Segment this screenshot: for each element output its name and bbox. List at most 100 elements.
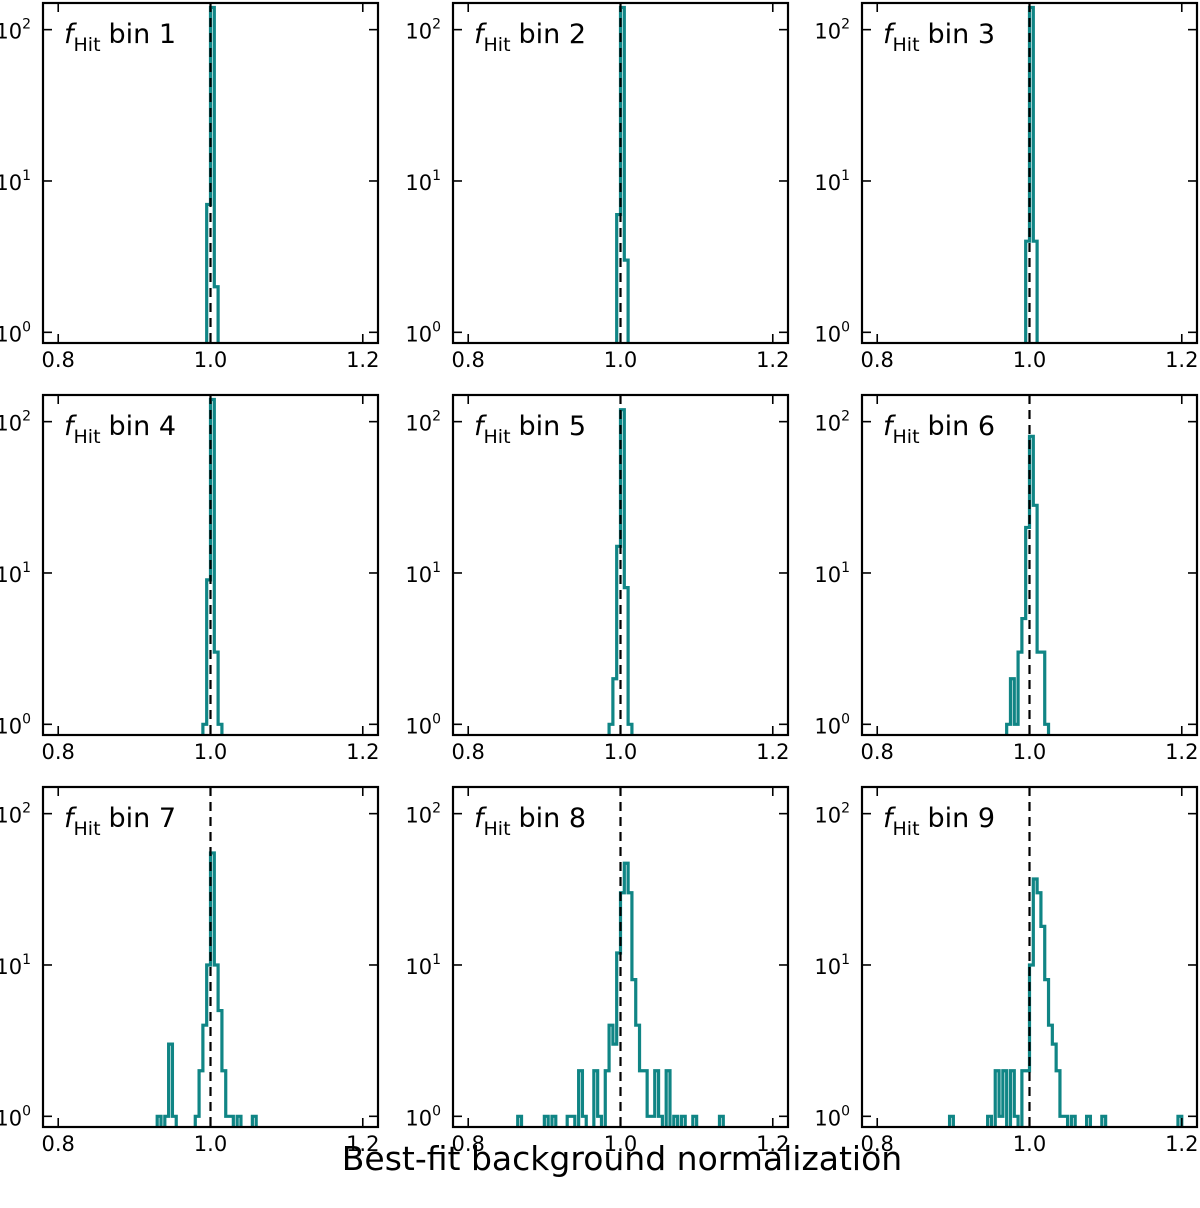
x-tick-label: 0.8 [861, 740, 894, 764]
panels-container: 0.8 1.0 1.2 100 101 102 fHit bin 1 0.8 1.0 1.2 100 1… [0, 1, 1198, 1156]
x-tick-label: 1.0 [194, 1132, 227, 1156]
histogram-run-4-1 [201, 397, 224, 735]
x-tick-label: 1.0 [604, 348, 637, 372]
y-tick-label: 100 [405, 319, 441, 346]
x-tick-label: 0.8 [452, 348, 485, 372]
x-tick-label: 1.2 [756, 1132, 789, 1156]
x-tick-label: 0.8 [452, 1132, 485, 1156]
histogram-run-8-7 [603, 861, 664, 1127]
y-tick-label: 101 [814, 168, 850, 195]
y-tick-label: 101 [405, 168, 441, 195]
histogram-run-3-1 [1024, 5, 1039, 343]
histogram-run-9-6 [1069, 1114, 1077, 1127]
x-tick-label: 1.0 [194, 740, 227, 764]
panel-7: 0.8 1.0 1.2 100 101 102 fHit bin 7 [0, 785, 379, 1156]
y-tick-label: 102 [0, 17, 31, 44]
x-tick-label: 1.2 [346, 740, 379, 764]
y-tick-label: 100 [0, 1103, 31, 1130]
histogram-run-1-1 [205, 5, 220, 343]
x-tick-label: 1.2 [756, 740, 789, 764]
panel-label: fHit bin 3 [883, 19, 995, 56]
y-tick-label: 100 [0, 319, 31, 346]
histogram-run-8-1 [516, 1114, 524, 1127]
y-tick-label: 100 [814, 319, 850, 346]
y-tick-label: 102 [814, 409, 850, 436]
panel-label: fHit bin 5 [474, 411, 586, 448]
x-tick-label: 1.2 [1165, 1132, 1198, 1156]
histogram-run-8-2 [542, 1114, 550, 1127]
histogram-run-9-2 [986, 1114, 994, 1127]
panel-label: fHit bin 1 [64, 19, 176, 56]
histogram-run-9-7 [1085, 1114, 1093, 1127]
panel-1: 0.8 1.0 1.2 100 101 102 fHit bin 1 [0, 1, 379, 372]
x-tick-label: 0.8 [42, 1132, 75, 1156]
y-tick-label: 102 [0, 801, 31, 828]
y-tick-label: 100 [405, 1103, 441, 1130]
histogram-run-8-12 [717, 1114, 725, 1127]
y-tick-label: 100 [0, 711, 31, 738]
x-tick-label: 0.8 [861, 1132, 894, 1156]
panel-label: fHit bin 9 [883, 803, 995, 840]
x-tick-label: 1.2 [346, 348, 379, 372]
histogram-run-6-1 [1005, 434, 1051, 735]
x-tick-label: 0.8 [861, 348, 894, 372]
y-tick-label: 102 [814, 17, 850, 44]
histogram-run-7-1 [155, 1114, 163, 1127]
histogram-run-9-8 [1100, 1114, 1108, 1127]
panel-4: 0.8 1.0 1.2 100 101 102 fHit bin 4 [0, 393, 379, 764]
histogram-run-7-2 [163, 1042, 178, 1127]
panel-label: fHit bin 6 [883, 411, 995, 448]
x-tick-label: 1.2 [756, 348, 789, 372]
y-tick-label: 101 [405, 560, 441, 587]
x-tick-label: 0.8 [42, 348, 75, 372]
y-tick-label: 102 [405, 17, 441, 44]
histogram-run-7-3 [193, 851, 235, 1127]
histogram-run-8-10 [679, 1114, 687, 1127]
panel-label: fHit bin 4 [64, 411, 176, 448]
histogram-run-8-8 [664, 1069, 672, 1127]
x-tick-label: 1.0 [1013, 1132, 1046, 1156]
histogram-run-7-5 [250, 1114, 258, 1127]
panel-6: 0.8 1.0 1.2 100 101 102 fHit bin 6 [814, 393, 1198, 764]
x-tick-label: 0.8 [42, 740, 75, 764]
histogram-run-8-6 [592, 1069, 604, 1127]
panel-3: 0.8 1.0 1.2 100 101 102 fHit bin 3 [814, 1, 1198, 372]
panel-2: 0.8 1.0 1.2 100 101 102 fHit bin 2 [405, 1, 789, 372]
y-tick-label: 100 [814, 1103, 850, 1130]
x-tick-label: 1.2 [1165, 740, 1198, 764]
y-tick-label: 101 [0, 952, 31, 979]
histogram-run-9-1 [947, 1114, 955, 1127]
panel-label: fHit bin 8 [474, 803, 586, 840]
x-tick-label: 1.0 [604, 740, 637, 764]
histogram-run-9-3 [993, 1069, 1009, 1127]
histogram-run-8-11 [691, 1114, 699, 1127]
histogram-run-2-1 [615, 5, 630, 343]
panel-label: fHit bin 7 [64, 803, 176, 840]
histogram-run-8-5 [577, 1069, 588, 1127]
y-tick-label: 101 [814, 560, 850, 587]
x-tick-label: 1.2 [346, 1132, 379, 1156]
x-tick-label: 1.0 [194, 348, 227, 372]
x-tick-label: 1.2 [1165, 348, 1198, 372]
y-tick-label: 102 [0, 409, 31, 436]
y-tick-label: 100 [405, 711, 441, 738]
panel-label: fHit bin 2 [474, 19, 586, 56]
x-tick-label: 1.0 [604, 1132, 637, 1156]
x-axis-label: Best-fit background normalization [342, 1139, 902, 1178]
histogram-run-9-4 [1008, 1069, 1020, 1127]
histogram-run-8-4 [565, 1114, 577, 1127]
panel-9: 0.8 1.0 1.2 100 101 102 fHit bin 9 [814, 785, 1198, 1156]
panel-5: 0.8 1.0 1.2 100 101 102 fHit bin 5 [405, 393, 789, 764]
y-tick-label: 101 [814, 952, 850, 979]
x-tick-label: 1.0 [1013, 740, 1046, 764]
y-tick-label: 102 [814, 801, 850, 828]
y-tick-label: 100 [814, 711, 850, 738]
y-tick-label: 101 [0, 560, 31, 587]
x-tick-label: 0.8 [452, 740, 485, 764]
y-tick-label: 101 [405, 952, 441, 979]
histogram-run-7-4 [235, 1114, 243, 1127]
y-tick-label: 102 [405, 409, 441, 436]
histogram-run-8-9 [672, 1114, 680, 1127]
y-tick-label: 101 [0, 168, 31, 195]
